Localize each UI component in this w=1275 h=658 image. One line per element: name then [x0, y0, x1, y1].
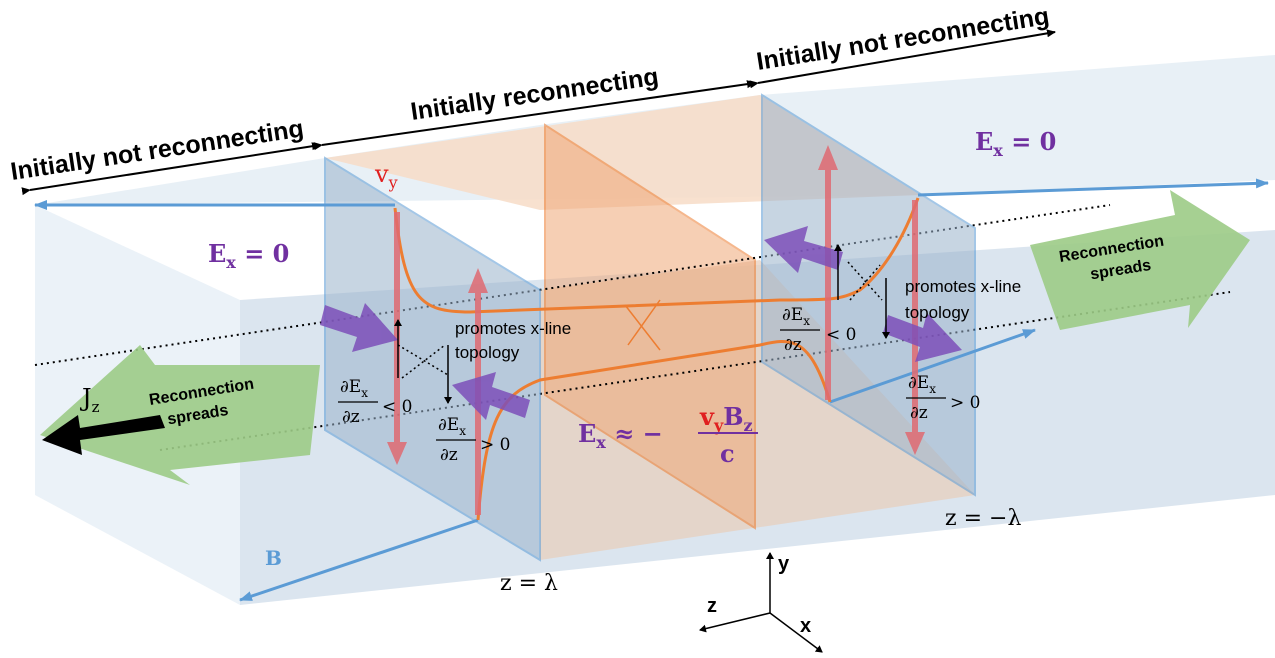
orange-field-curve-upper	[393, 197, 920, 314]
header-center-arrow	[313, 80, 756, 151]
promotes-right-line2: topology	[905, 303, 970, 322]
svg-text:∂Ex: ∂Ex	[438, 415, 466, 438]
ex-arrow-left-1	[320, 303, 398, 352]
axis-z-label: z	[707, 595, 717, 617]
svg-text:∂z: ∂z	[342, 407, 360, 427]
coordinate-axes	[699, 552, 823, 653]
jz-label: Jz	[79, 384, 100, 416]
ex-arrow-right-2	[883, 313, 962, 362]
field-line-bottom-left	[239, 518, 479, 602]
header-right-label: Initially not reconnecting	[755, 2, 1052, 76]
promotes-left-line1: promotes x-line	[455, 319, 571, 338]
vy-arrow-left-up-head	[468, 268, 488, 293]
deriv-left-gt: ∂Ex ∂z > 0	[436, 415, 510, 465]
axis-y-label: y	[778, 553, 790, 575]
gradient-indicators	[394, 244, 890, 404]
dotted-line-upper	[34, 204, 1111, 366]
vy-arrow-right-down-head	[905, 432, 925, 455]
svg-text:∂z: ∂z	[440, 445, 458, 465]
center-plane	[544, 123, 756, 530]
vy-label: vy	[374, 160, 398, 192]
svg-text:∂z: ∂z	[910, 403, 928, 423]
ex-zero-left: Ex = 0	[208, 239, 289, 272]
z-minus-lambda-label: z = −λ	[945, 506, 1021, 531]
jz-arrow	[42, 415, 165, 455]
b-label: B	[265, 546, 282, 570]
svg-text:< 0: < 0	[382, 397, 412, 417]
promotes-right-line1: promotes x-line	[905, 277, 1021, 296]
orange-field-curve-lower	[476, 340, 832, 521]
ex-gradient-arrows	[320, 226, 962, 420]
x-line-marker	[624, 299, 661, 351]
axis-z	[699, 612, 771, 633]
ex-zero-right: Ex = 0	[975, 127, 1056, 160]
deriv-right-lt: ∂Ex ∂z < 0	[780, 305, 856, 355]
field-line-top-right	[917, 178, 1269, 197]
svg-text:∂Ex: ∂Ex	[782, 305, 810, 328]
svg-text:> 0: > 0	[480, 435, 510, 455]
center-ex-denominator: c	[720, 439, 735, 468]
ex-arrow-left-2	[452, 372, 530, 420]
header-right-arrow	[749, 29, 1056, 89]
deriv-right-gt: ∂Ex ∂z > 0	[906, 373, 980, 423]
spreads-arrow-right	[1030, 190, 1250, 330]
svg-text:∂z: ∂z	[784, 335, 802, 355]
axis-x-label: x	[800, 615, 811, 637]
ex-arrow-right-1	[764, 226, 843, 273]
svg-text:∂Ex: ∂Ex	[340, 377, 368, 400]
spreads-arrow-left	[40, 345, 320, 485]
deriv-left-lt: ∂Ex ∂z < 0	[338, 377, 412, 427]
field-line-bottom-right	[829, 328, 1036, 404]
svg-text:∂Ex: ∂Ex	[908, 373, 936, 396]
axis-x	[769, 612, 823, 653]
vy-arrow-right-up-head	[818, 145, 838, 170]
header-left-arrow	[21, 142, 321, 196]
center-ex-numerator: vyBz	[699, 402, 753, 435]
center-ex-lhs: Ex ≈ −	[578, 419, 663, 452]
header-right: Initially not reconnecting	[749, 2, 1056, 89]
promotes-left-line2: topology	[455, 343, 520, 362]
svg-text:> 0: > 0	[950, 393, 980, 413]
vy-arrow-left-down-head	[387, 442, 407, 465]
z-plus-lambda-label: z = λ	[500, 571, 558, 596]
svg-text:< 0: < 0	[826, 325, 856, 345]
center-ex-formula: Ex ≈ − vyBz c	[578, 402, 758, 468]
